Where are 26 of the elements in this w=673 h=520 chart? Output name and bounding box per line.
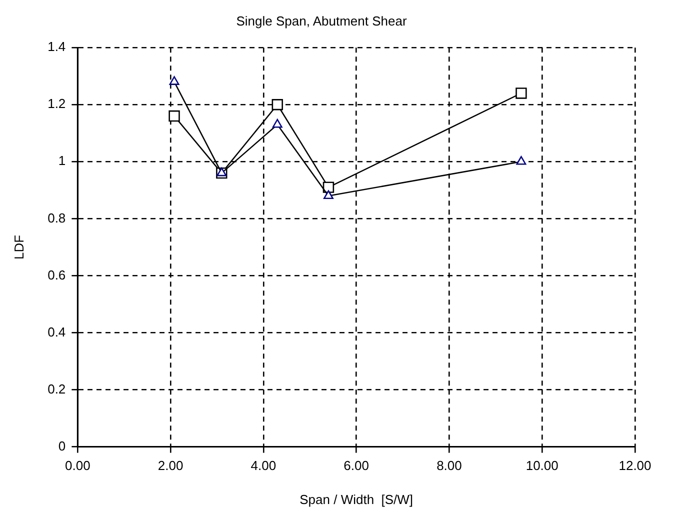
x-axis-title: Span / Width [S/W] [300,492,414,507]
x-tick-label: 10.00 [526,458,558,474]
chart-title: Single Span, Abutment Shear [236,13,408,28]
x-tick-label: 2.00 [158,458,184,474]
y-tick-label: 0.6 [48,267,66,282]
y-tick-label: 0.4 [48,324,66,340]
y-tick-label: 0.2 [48,381,66,396]
y-tick-label: 1 [58,153,66,168]
point [516,88,527,99]
x-tick-label: 4.00 [250,458,276,474]
point [216,167,227,176]
point [516,156,526,165]
x-tick-label: 12.00 [618,458,652,474]
y-axis-title: LDF [11,234,26,260]
x-tick-label: 6.00 [344,458,369,474]
point [323,190,334,200]
y-tick-label: 0 [58,438,66,454]
x-tick-label: 0.00 [65,458,90,474]
x-tick-label: 8.00 [436,458,462,474]
point [272,118,282,128]
point [169,76,180,85]
y-tick-label: 0.8 [48,210,66,226]
point [168,110,180,122]
y-tick-label: 1.4 [48,39,66,54]
point [272,99,283,110]
y-tick-label: 1.2 [48,96,66,112]
